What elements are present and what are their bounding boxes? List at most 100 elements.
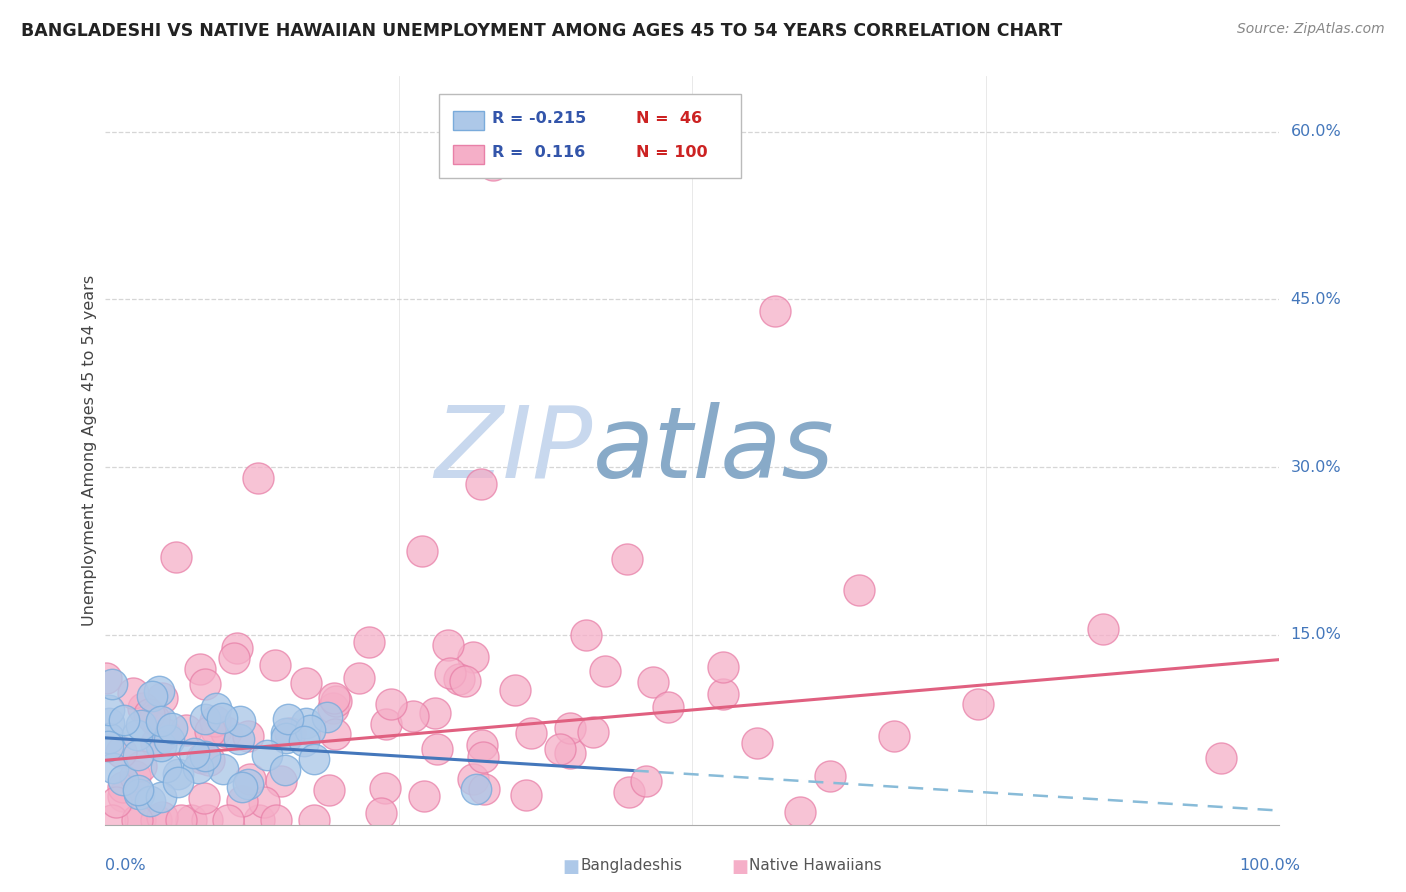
Point xyxy=(270,773,292,788)
Point xyxy=(217,813,239,827)
Point xyxy=(299,723,322,737)
Point xyxy=(575,628,598,642)
Point xyxy=(482,158,505,172)
Point xyxy=(183,747,205,761)
Point xyxy=(98,731,121,745)
Point xyxy=(200,724,222,739)
Point xyxy=(711,660,734,674)
Point xyxy=(461,649,484,664)
Point xyxy=(520,725,543,739)
Point xyxy=(423,706,446,721)
Point xyxy=(194,712,217,726)
Point xyxy=(225,641,247,656)
Point xyxy=(347,671,370,685)
Point xyxy=(763,303,786,318)
Point xyxy=(318,783,340,797)
Point xyxy=(883,730,905,744)
Point xyxy=(634,774,657,789)
Point xyxy=(848,583,870,598)
Point xyxy=(198,753,221,767)
Point xyxy=(204,723,226,738)
Point xyxy=(127,782,149,797)
Point xyxy=(145,736,167,750)
Point xyxy=(323,727,346,741)
Point xyxy=(215,725,238,739)
Point xyxy=(302,752,325,766)
Point xyxy=(143,712,166,726)
Point xyxy=(124,769,146,783)
Point xyxy=(374,780,396,795)
Point xyxy=(155,759,177,773)
Point xyxy=(174,723,197,738)
Point xyxy=(325,694,347,708)
Point xyxy=(239,772,262,786)
Point xyxy=(205,700,228,714)
Point xyxy=(149,714,172,728)
Point xyxy=(111,780,134,794)
Point xyxy=(439,666,461,681)
Text: R = -0.215: R = -0.215 xyxy=(492,112,586,126)
Point xyxy=(711,687,734,701)
Point xyxy=(616,552,638,566)
Point xyxy=(274,763,297,777)
Point xyxy=(94,671,117,685)
Point xyxy=(256,748,278,763)
Point xyxy=(745,736,768,750)
Text: Native Hawaiians: Native Hawaiians xyxy=(749,858,882,873)
Point xyxy=(436,638,458,652)
Point xyxy=(560,746,582,760)
Point xyxy=(315,709,337,723)
Point xyxy=(155,727,177,741)
Point xyxy=(224,650,246,665)
Point xyxy=(454,674,477,689)
Point xyxy=(238,777,260,791)
Point xyxy=(657,700,679,714)
Point xyxy=(127,747,149,762)
Point xyxy=(548,742,571,756)
Point xyxy=(112,773,135,788)
Point xyxy=(503,683,526,698)
Y-axis label: Unemployment Among Ages 45 to 54 years: Unemployment Among Ages 45 to 54 years xyxy=(82,275,97,626)
Point xyxy=(194,748,217,763)
Text: ■: ■ xyxy=(731,858,748,876)
Point xyxy=(98,702,121,716)
Point xyxy=(278,726,301,740)
Point xyxy=(98,715,121,730)
Point xyxy=(110,745,132,759)
Point xyxy=(150,690,173,705)
Point xyxy=(166,767,188,781)
Point xyxy=(426,742,449,756)
Point xyxy=(162,721,184,735)
Point xyxy=(127,728,149,742)
Point xyxy=(150,810,173,824)
Point xyxy=(131,718,153,732)
Point xyxy=(253,796,276,810)
Point xyxy=(112,789,135,803)
Point xyxy=(228,731,250,746)
Point xyxy=(1209,751,1232,765)
Text: BANGLADESHI VS NATIVE HAWAIIAN UNEMPLOYMENT AMONG AGES 45 TO 54 YEARS CORRELATIO: BANGLADESHI VS NATIVE HAWAIIAN UNEMPLOYM… xyxy=(21,22,1063,40)
Point xyxy=(229,714,252,728)
Point xyxy=(247,813,270,827)
Point xyxy=(818,769,841,783)
Point xyxy=(247,471,270,485)
Point xyxy=(127,813,149,827)
Text: atlas: atlas xyxy=(593,402,834,499)
Point xyxy=(157,732,180,747)
Point xyxy=(231,780,253,795)
Point xyxy=(302,813,325,827)
Point xyxy=(401,709,423,723)
Point xyxy=(128,813,150,827)
Point xyxy=(145,813,167,827)
Point xyxy=(789,805,811,819)
Point xyxy=(195,813,218,827)
Point xyxy=(150,790,173,805)
Point xyxy=(277,712,299,726)
Point xyxy=(370,806,392,821)
Point xyxy=(101,761,124,775)
Point xyxy=(374,717,396,731)
Point xyxy=(112,713,135,727)
Point xyxy=(212,762,235,776)
Point xyxy=(188,662,211,676)
Point xyxy=(461,772,484,786)
